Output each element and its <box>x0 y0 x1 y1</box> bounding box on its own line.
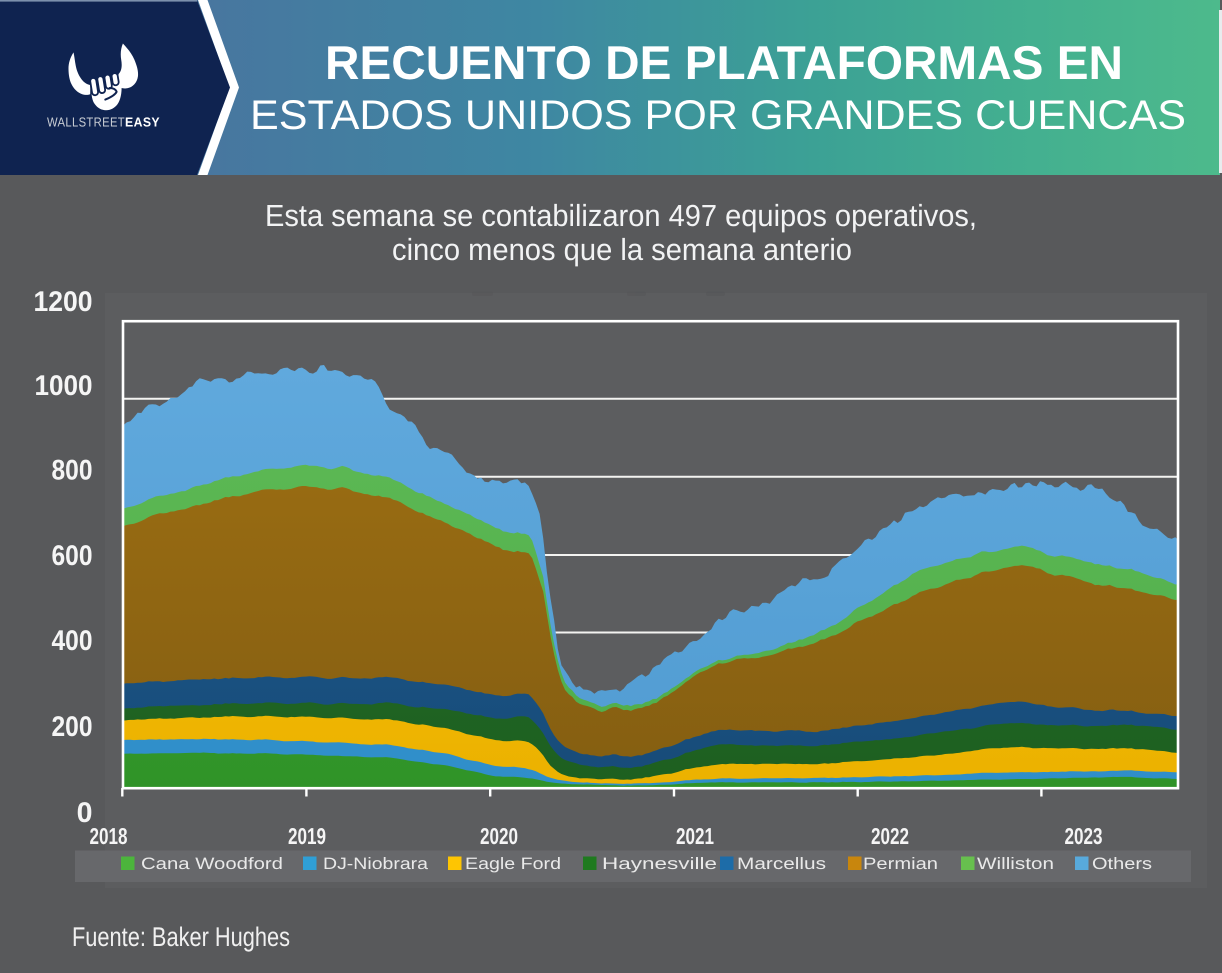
svg-text:0: 0 <box>77 797 93 829</box>
svg-text:600: 600 <box>52 540 93 572</box>
svg-text:2020: 2020 <box>480 823 518 849</box>
svg-text:Williston: Williston <box>977 855 1054 873</box>
svg-text:1000: 1000 <box>35 370 93 402</box>
svg-text:400: 400 <box>52 625 93 657</box>
svg-text:200: 200 <box>52 711 93 743</box>
svg-text:Cana Woodford: Cana Woodford <box>141 855 283 873</box>
svg-text:RECUENTO DE PLATAFORMAS EN: RECUENTO DE PLATAFORMAS EN <box>325 37 1123 90</box>
svg-text:Permian: Permian <box>863 855 938 873</box>
svg-text:1200: 1200 <box>34 286 93 318</box>
svg-text:cinco menos que la semana ante: cinco menos que la semana anterio <box>392 233 852 267</box>
svg-text:ESTADOS UNIDOS POR GRANDES CUE: ESTADOS UNIDOS POR GRANDES CUENCAS <box>250 91 1186 138</box>
svg-text:Fuente: Baker Hughes: Fuente: Baker Hughes <box>72 922 290 952</box>
svg-text:Eagle Ford: Eagle Ford <box>465 855 561 873</box>
svg-text:Others: Others <box>1092 855 1152 873</box>
svg-text:DJ-Niobrara: DJ-Niobrara <box>323 855 429 873</box>
svg-text:2019: 2019 <box>288 823 326 849</box>
svg-text:800: 800 <box>52 455 93 487</box>
svg-text:Marcellus: Marcellus <box>737 855 826 873</box>
svg-text:2021: 2021 <box>676 823 714 849</box>
svg-text:2018: 2018 <box>90 823 128 849</box>
svg-text:WALLSTREETEASY: WALLSTREETEASY <box>47 115 160 130</box>
svg-text:Esta semana se contabilizaron: Esta semana se contabilizaron 497 equipo… <box>265 199 977 233</box>
svg-text:2023: 2023 <box>1065 823 1103 849</box>
svg-text:Haynesville: Haynesville <box>602 855 717 873</box>
svg-text:2022: 2022 <box>871 823 909 849</box>
